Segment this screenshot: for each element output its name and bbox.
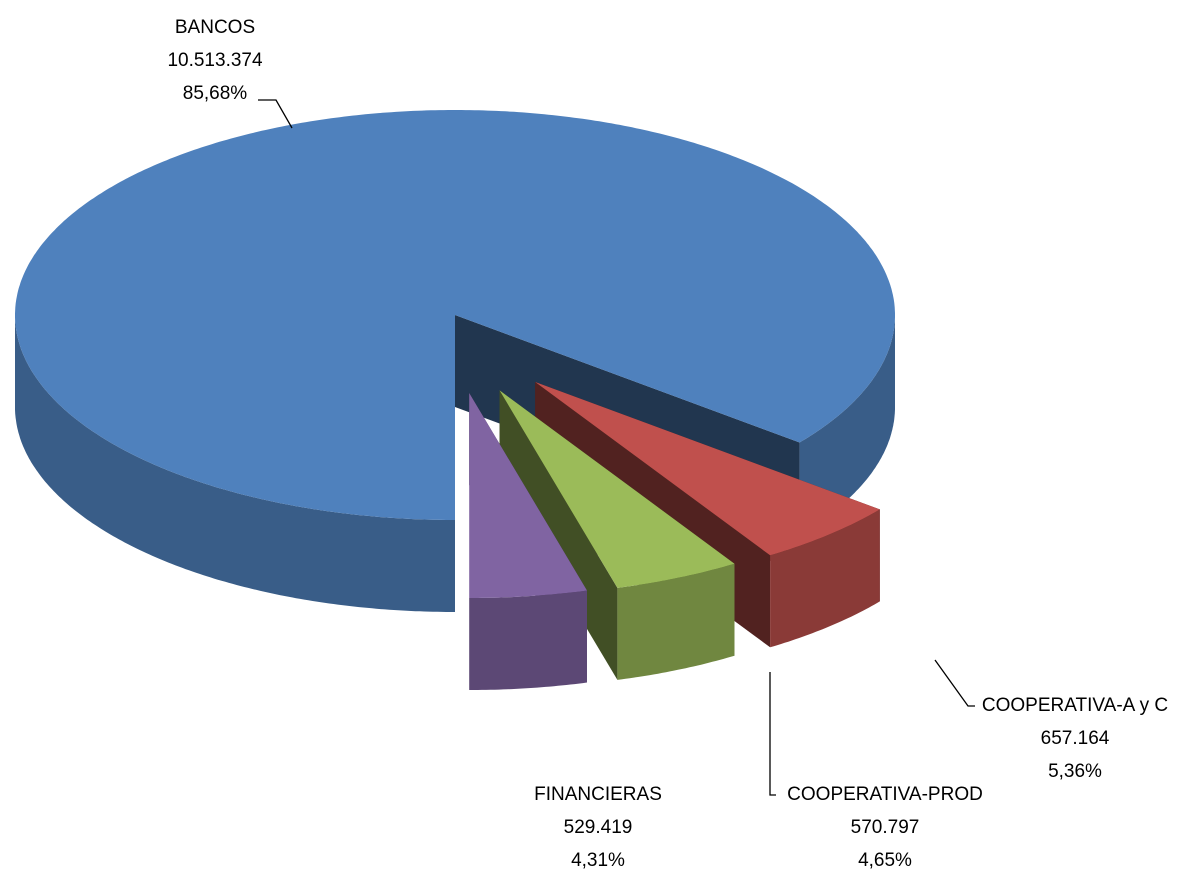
slice	[469, 393, 587, 598]
label-value: 10.513.374	[167, 50, 263, 71]
slice	[499, 390, 735, 588]
label-name: COOPERATIVA-A y C	[982, 695, 1168, 716]
label-percent: 85,68%	[183, 83, 248, 104]
leader-line	[258, 99, 293, 129]
label-name: COOPERATIVA-PROD	[787, 784, 983, 805]
slice	[535, 382, 880, 556]
slice-wall	[799, 315, 895, 535]
slice	[15, 110, 895, 520]
leader-line	[769, 672, 776, 796]
label-percent: 4,65%	[858, 850, 912, 871]
slice-side	[499, 390, 618, 680]
label-percent: 4,31%	[571, 850, 625, 871]
labels: BANCOS 10.513.374 85,68% COOPERATIVA-A y C 6…	[167, 17, 1168, 871]
label-value: 657.164	[1041, 728, 1110, 749]
label-percent: 5,36%	[1048, 761, 1102, 782]
slice-wall	[15, 315, 455, 612]
slice-wall	[770, 509, 880, 648]
label-name: FINANCIERAS	[534, 784, 662, 805]
label-name: BANCOS	[175, 17, 255, 38]
slice-wall	[469, 590, 587, 690]
pie	[15, 110, 895, 690]
label-value: 529.419	[564, 817, 633, 838]
leader-line	[934, 659, 975, 707]
slice-wall	[617, 563, 735, 680]
label-value: 570.797	[851, 817, 920, 838]
